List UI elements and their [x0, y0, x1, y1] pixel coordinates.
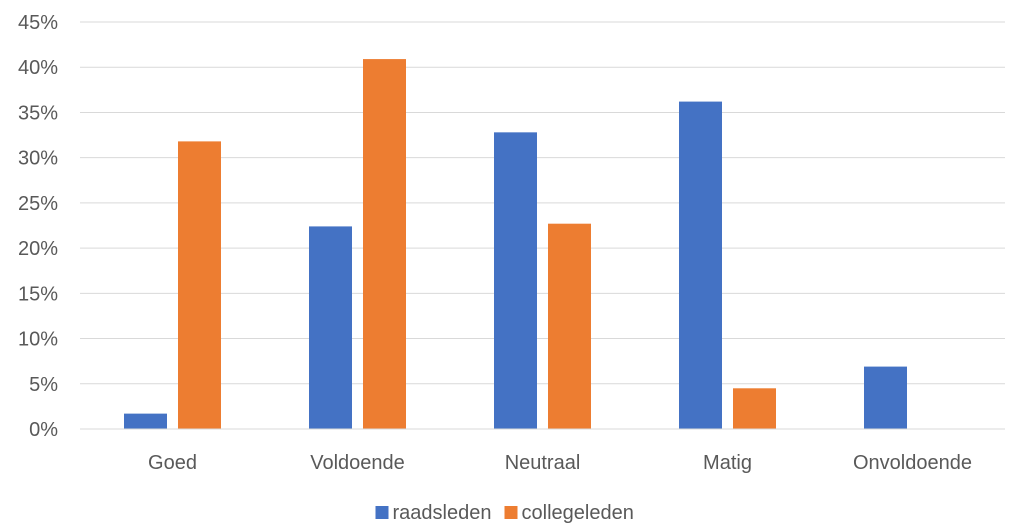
- bar-collegeleden-voldoende: [363, 59, 406, 430]
- legend-label: raadsleden: [393, 502, 492, 524]
- y-tick-label: 45%: [18, 12, 58, 34]
- bars: [124, 59, 907, 430]
- y-tick-label: 25%: [18, 193, 58, 215]
- y-tick-label: 0%: [29, 419, 58, 441]
- y-tick-label: 20%: [18, 238, 58, 260]
- y-tick-label: 35%: [18, 102, 58, 124]
- x-tick-label: Neutraal: [505, 452, 581, 474]
- y-tick-label: 30%: [18, 148, 58, 170]
- x-axis-tick-labels: Goed Voldoende Neutraal Matig Onvoldoende: [148, 452, 972, 474]
- bar-raadsleden-goed: [124, 413, 167, 429]
- legend-swatch: [375, 506, 389, 519]
- bar-raadsleden-voldoende: [309, 226, 352, 429]
- y-tick-label: 5%: [29, 374, 58, 396]
- x-tick-label: Voldoende: [310, 452, 405, 474]
- y-axis-tick-labels: 0% 5% 10% 15% 20% 25% 30% 35% 40% 45%: [18, 12, 58, 441]
- y-tick-label: 40%: [18, 57, 58, 79]
- bar-collegeleden-matig: [733, 388, 776, 429]
- legend-swatch: [504, 506, 518, 519]
- y-tick-label: 15%: [18, 283, 58, 305]
- gridlines: [80, 21, 1005, 385]
- bar-raadsleden-onvoldoende: [864, 366, 907, 429]
- y-tick-label: 10%: [18, 329, 58, 351]
- bar-collegeleden-goed: [178, 141, 221, 430]
- bar-raadsleden-matig: [679, 101, 722, 429]
- x-tick-label: Onvoldoende: [853, 452, 972, 474]
- legend[interactable]: raadsleden collegeleden: [375, 502, 634, 524]
- legend-label: collegeleden: [522, 502, 634, 524]
- x-tick-label: Goed: [148, 452, 197, 474]
- x-tick-label: Matig: [703, 452, 752, 474]
- bar-collegeleden-neutraal: [548, 223, 591, 429]
- legend-item-collegeleden[interactable]: collegeleden: [504, 502, 634, 524]
- bar-raadsleden-neutraal: [494, 132, 537, 429]
- legend-item-raadsleden[interactable]: raadsleden: [375, 502, 492, 524]
